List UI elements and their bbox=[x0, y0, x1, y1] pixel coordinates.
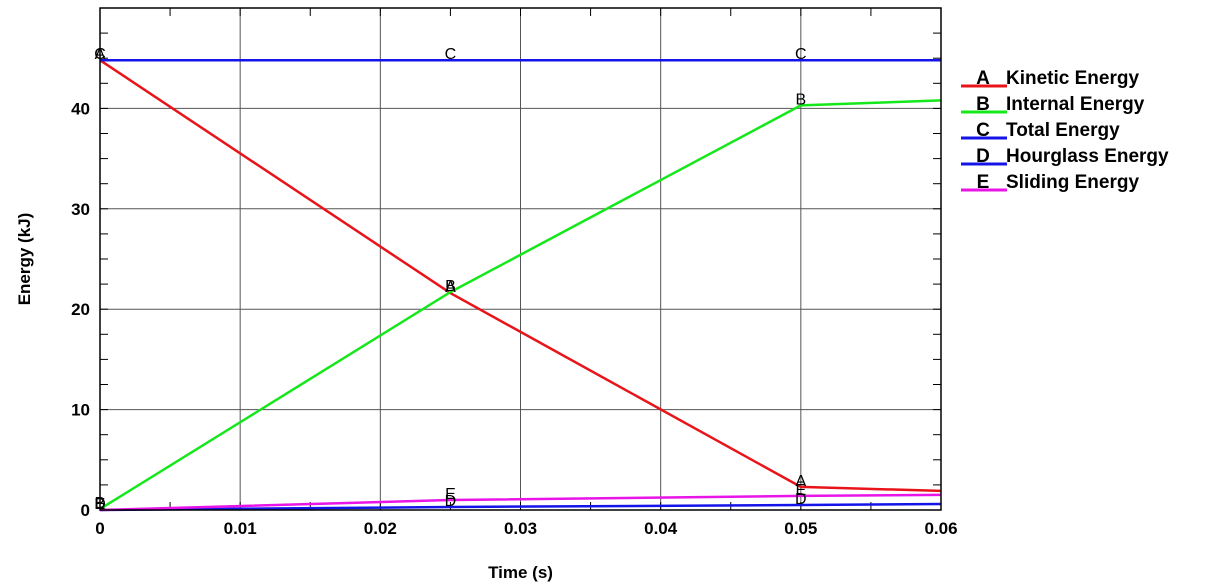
series-line-D bbox=[99, 502, 942, 512]
legend-letter-E: E bbox=[977, 172, 990, 193]
series-line-A bbox=[99, 59, 942, 493]
y-axis-tick-labels: 0 10 20 30 40 bbox=[71, 99, 90, 520]
x-tick-label: 0.01 bbox=[224, 519, 257, 538]
y-tick-label: 10 bbox=[71, 401, 90, 420]
series-marker-B: B bbox=[795, 91, 806, 108]
legend-label-D: Hourglass Energy bbox=[1006, 146, 1169, 167]
legend: A Kinetic Energy B Internal Energy C Total En… bbox=[961, 68, 1169, 193]
legend-letter-A: A bbox=[976, 68, 990, 89]
y-tick-label: 20 bbox=[71, 300, 90, 319]
y-tick-label: 40 bbox=[71, 99, 90, 118]
series-marker-A: A bbox=[795, 473, 806, 490]
legend-label-B: Internal Energy bbox=[1006, 94, 1145, 115]
series-marker-E: E bbox=[795, 482, 806, 499]
series-marker-D: D bbox=[445, 493, 457, 510]
series-marker-E: E bbox=[445, 486, 456, 503]
legend-letter-D: D bbox=[976, 146, 990, 167]
series-marker-C: C bbox=[795, 46, 807, 63]
legend-label-A: Kinetic Energy bbox=[1006, 68, 1139, 89]
series-line-E bbox=[99, 493, 942, 512]
y-axis-title: Energy (kJ) bbox=[15, 213, 34, 306]
x-axis-title: Time (s) bbox=[488, 563, 553, 582]
x-tick-label: 0.03 bbox=[504, 519, 537, 538]
series-marker-B: B bbox=[445, 278, 456, 295]
series-marker-D: D bbox=[795, 491, 807, 508]
x-tick-label: 0.06 bbox=[924, 519, 957, 538]
x-axis-tick-labels: 0 0.01 0.02 0.03 0.04 0.05 0.06 bbox=[95, 519, 957, 538]
plot-area-frame bbox=[99, 7, 942, 511]
legend-label-C: Total Energy bbox=[1006, 120, 1120, 141]
minor-ticks bbox=[99, 7, 942, 511]
legend-letter-B: B bbox=[976, 94, 990, 115]
legend-letter-C: C bbox=[976, 120, 990, 141]
series-marker-C: C bbox=[445, 46, 457, 63]
series-marker-A: A bbox=[445, 279, 456, 296]
legend-label-E: Sliding Energy bbox=[1006, 172, 1139, 193]
series-lines bbox=[99, 58, 942, 512]
grid-lines bbox=[100, 8, 941, 510]
x-tick-label: 0.02 bbox=[364, 519, 397, 538]
x-tick-label: 0.05 bbox=[784, 519, 817, 538]
y-tick-label: 30 bbox=[71, 200, 90, 219]
y-tick-label: 0 bbox=[81, 501, 90, 520]
series-line-B bbox=[99, 99, 942, 511]
x-tick-label: 0 bbox=[95, 519, 104, 538]
x-tick-label: 0.04 bbox=[644, 519, 678, 538]
